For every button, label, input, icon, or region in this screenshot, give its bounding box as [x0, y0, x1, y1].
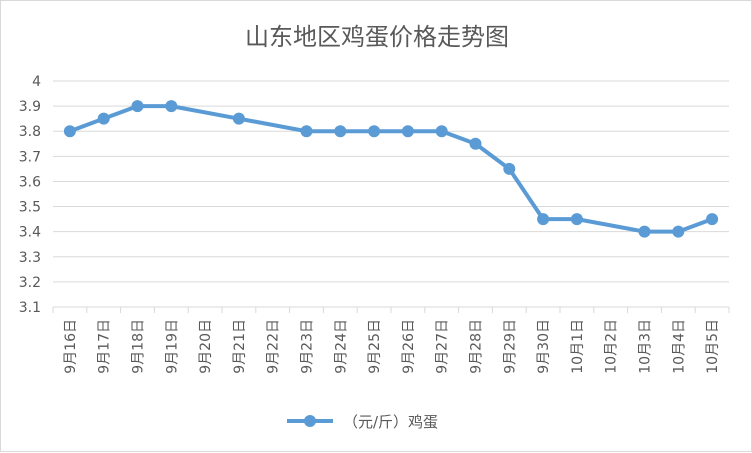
x-tick-label: 10月5日	[705, 319, 721, 374]
x-tick-label: 9月20日	[198, 319, 214, 374]
data-point-marker	[469, 137, 482, 150]
legend: （元/斤）鸡蛋	[287, 413, 438, 431]
legend-label: （元/斤）鸡蛋	[343, 413, 438, 431]
y-tick-label: 3.6	[19, 174, 41, 190]
x-tick-label: 9月22日	[266, 319, 282, 374]
data-point-marker	[97, 112, 110, 125]
chart-title: 山东地区鸡蛋价格走势图	[245, 23, 509, 51]
x-tick-label: 9月25日	[367, 319, 383, 374]
x-tick-label: 9月26日	[401, 319, 417, 374]
data-point-marker	[368, 125, 381, 138]
x-tick-label: 9月30日	[536, 319, 552, 374]
x-tick-label: 9月27日	[435, 319, 451, 374]
data-point-marker	[503, 162, 516, 175]
data-point-marker	[334, 125, 347, 138]
y-tick-label: 3.8	[19, 124, 41, 140]
y-tick-label: 3.1	[19, 300, 41, 316]
data-point-marker	[672, 225, 685, 238]
data-point-marker	[300, 125, 313, 138]
data-point-marker	[232, 112, 245, 125]
data-point-marker	[131, 100, 144, 113]
y-tick-label: 3.4	[19, 225, 41, 241]
y-tick-label: 3.7	[19, 149, 41, 165]
x-tick-label: 9月17日	[97, 319, 113, 374]
x-tick-label: 9月21日	[232, 319, 248, 374]
y-tick-label: 3.3	[19, 250, 41, 266]
data-point-marker	[435, 125, 448, 138]
y-tick-label: 3.2	[19, 275, 41, 291]
x-tick-label: 10月4日	[671, 319, 687, 374]
y-tick-label: 4	[32, 74, 41, 90]
x-tick-label: 9月19日	[164, 319, 180, 374]
series-layer	[63, 100, 719, 238]
x-tick-label: 9月28日	[469, 319, 485, 374]
data-point-marker	[401, 125, 414, 138]
data-point-marker	[537, 213, 550, 226]
data-point-marker	[706, 213, 719, 226]
data-point-marker	[165, 100, 178, 113]
legend-marker-swatch	[304, 415, 316, 427]
axis-layer: 3.1 3.2 3.3 3.4 3.5 3.6 3.7 3.8 3.9 4 9月16日 9月17日 9月…	[19, 74, 730, 374]
x-tick-label: 10月2日	[604, 319, 620, 374]
series-line	[67, 104, 715, 234]
x-tick-label: 10月3日	[638, 319, 654, 374]
y-tick-label: 3.9	[19, 99, 41, 115]
x-tick-label: 10月1日	[570, 319, 586, 374]
y-tick-label: 3.5	[19, 200, 41, 216]
x-tick-label: 9月24日	[333, 319, 349, 374]
x-tick-label: 9月29日	[502, 319, 518, 374]
x-tick-label: 9月18日	[131, 319, 147, 374]
x-tick-label: 9月23日	[300, 319, 316, 374]
data-point-marker	[570, 213, 583, 226]
grid-layer	[53, 80, 729, 308]
data-point-marker	[638, 225, 651, 238]
x-tick-label: 9月16日	[63, 319, 79, 374]
data-point-marker	[63, 125, 76, 138]
